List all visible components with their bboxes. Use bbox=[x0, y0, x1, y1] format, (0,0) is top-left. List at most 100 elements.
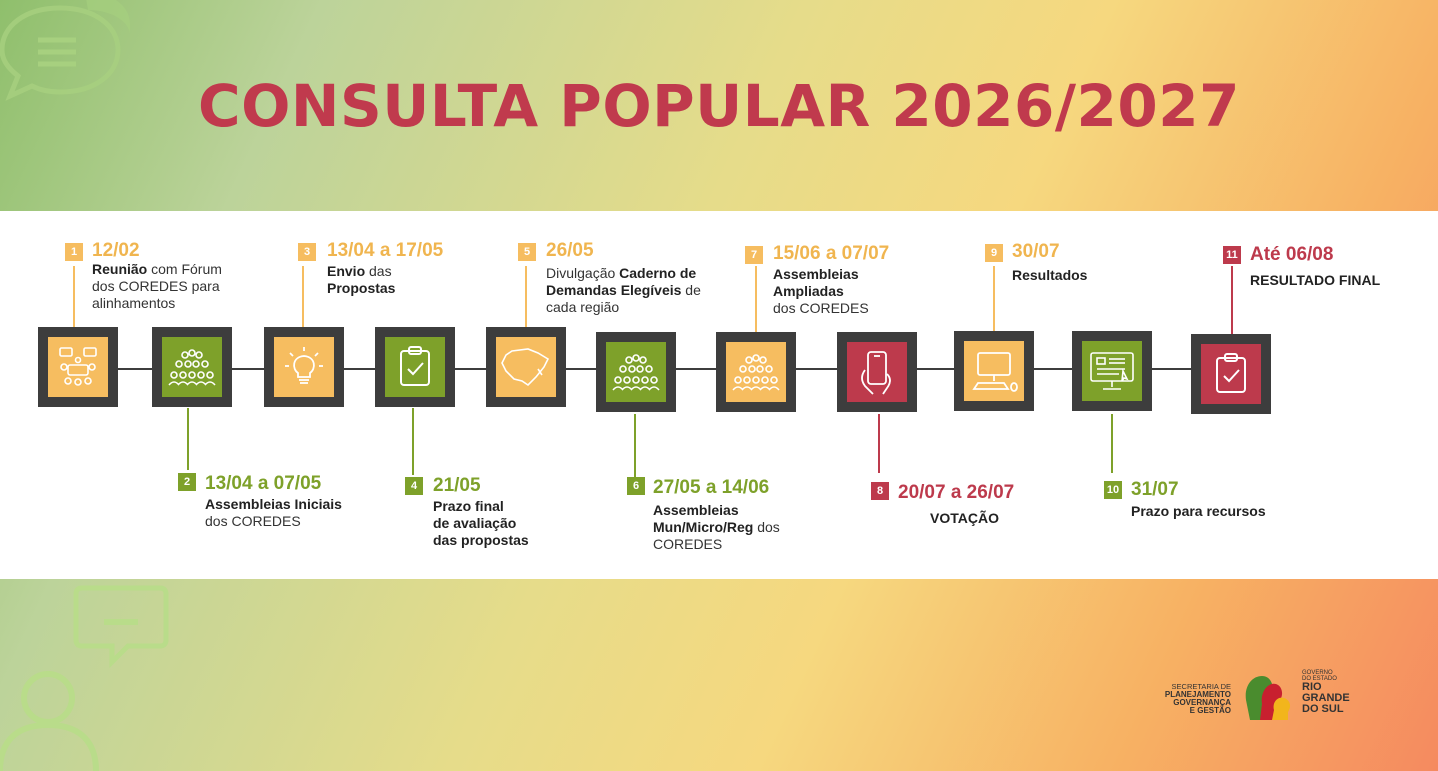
description-line: das propostas bbox=[433, 532, 529, 548]
step-icon-box bbox=[1072, 331, 1152, 411]
step-connector bbox=[1111, 414, 1113, 473]
step-date: 13/04 a 17/05 bbox=[327, 240, 444, 261]
step-icon-box bbox=[38, 327, 118, 407]
logo-line: GOVERNO bbox=[1302, 670, 1333, 676]
step-description: Assembleias Iniciais dos COREDES bbox=[205, 496, 375, 530]
computer-icon bbox=[964, 341, 1024, 401]
step-description: Prazo final de avaliação das propostas bbox=[433, 498, 573, 549]
description-line: alinhamentos bbox=[92, 295, 176, 311]
step-description: Assembleias Mun/Micro/Reg dos COREDES bbox=[653, 502, 823, 553]
step-number: 4 bbox=[405, 477, 423, 495]
logo-line: RIO bbox=[1302, 681, 1322, 693]
step-icon-box bbox=[486, 327, 566, 407]
clipboard-check-icon bbox=[1201, 344, 1261, 404]
description-line: Assembleias bbox=[653, 502, 739, 518]
step-date: 13/04 a 07/05 bbox=[205, 473, 322, 494]
step-connector bbox=[878, 414, 880, 473]
description-line: Prazo final bbox=[433, 498, 504, 514]
step-date: Até 06/08 bbox=[1250, 244, 1334, 265]
step-connector bbox=[1231, 266, 1233, 334]
step-icon-box bbox=[375, 327, 455, 407]
step-icon-box bbox=[596, 332, 676, 412]
step-connector bbox=[755, 266, 757, 332]
description-line: Demandas Elegíveis de bbox=[546, 282, 701, 298]
page-title: CONSULTA POPULAR 2026/2027 bbox=[198, 72, 1240, 140]
description-line: Resultados bbox=[1012, 267, 1088, 283]
logo-line: E GESTÃO bbox=[1189, 706, 1231, 715]
user-chat-icon bbox=[0, 585, 169, 771]
rs-emblem-icon bbox=[1245, 676, 1291, 720]
description-line: Prazo para recursos bbox=[1131, 503, 1266, 519]
step-date: 30/07 bbox=[1012, 241, 1060, 262]
step-number: 7 bbox=[745, 246, 763, 264]
step-icon-box bbox=[837, 332, 917, 412]
step-number: 1 bbox=[65, 243, 83, 261]
step-icon-box bbox=[264, 327, 344, 407]
description-line: Reunião com Fórum bbox=[92, 261, 222, 277]
chat-bubble-icon bbox=[0, 0, 130, 101]
timeline-band: 1 12/02 Reunião com Fórum dos COREDES para a… bbox=[0, 211, 1438, 579]
logo-line: DO SUL bbox=[1302, 703, 1344, 715]
step-icon-box bbox=[1191, 334, 1271, 414]
step-number: 11 bbox=[1223, 246, 1241, 264]
description-line: Assembleias bbox=[773, 266, 859, 282]
step-date: 15/06 a 07/07 bbox=[773, 243, 890, 264]
logo-line: GRANDE bbox=[1302, 692, 1350, 704]
monitor-document-icon bbox=[1082, 341, 1142, 401]
step-icon-box bbox=[152, 327, 232, 407]
step-description: Prazo para recursos bbox=[1131, 503, 1301, 520]
government-logo: SECRETARIA DE PLANEJAMENTO GOVERNANÇA E … bbox=[1150, 666, 1365, 726]
assembly-icon bbox=[726, 342, 786, 402]
step-description: Assembleias Ampliadas dos COREDES bbox=[773, 266, 913, 317]
step-connector bbox=[73, 266, 75, 327]
description-line: Mun/Micro/Reg dos bbox=[653, 519, 780, 535]
step-connector bbox=[187, 408, 189, 470]
step-connector bbox=[525, 266, 527, 327]
step-description: Resultados bbox=[1012, 267, 1132, 284]
step-date: 12/02 bbox=[92, 240, 140, 261]
step-icon-box bbox=[716, 332, 796, 412]
description-line: cada região bbox=[546, 299, 620, 315]
description-line: dos COREDES bbox=[773, 300, 869, 316]
description-line: VOTAÇÃO bbox=[930, 510, 999, 526]
step-connector bbox=[634, 414, 636, 477]
step-number: 8 bbox=[871, 482, 889, 500]
description-line: Assembleias Iniciais bbox=[205, 496, 342, 512]
step-description: Divulgação Caderno de Demandas Elegíveis … bbox=[546, 265, 726, 316]
description-line: dos COREDES bbox=[205, 513, 301, 529]
description-line: Divulgação Caderno de bbox=[546, 265, 697, 281]
step-number: 3 bbox=[298, 243, 316, 261]
step-number: 2 bbox=[178, 473, 196, 491]
step-date: 20/07 a 26/07 bbox=[898, 482, 1015, 503]
description-line: dos COREDES para bbox=[92, 278, 220, 294]
step-number: 5 bbox=[518, 243, 536, 261]
clipboard-check-icon bbox=[385, 337, 445, 397]
logo-line: PLANEJAMENTO bbox=[1164, 690, 1231, 699]
description-line: COREDES bbox=[653, 536, 723, 552]
smartphone-icon bbox=[847, 342, 907, 402]
step-connector bbox=[412, 408, 414, 475]
meeting-icon bbox=[48, 337, 108, 397]
step-number: 10 bbox=[1104, 481, 1122, 499]
step-date: 27/05 a 14/06 bbox=[653, 477, 770, 498]
logo-line: GOVERNANÇA bbox=[1173, 698, 1231, 707]
logo-secretaria-text: SECRETARIA DE PLANEJAMENTO GOVERNANÇA E … bbox=[1165, 683, 1231, 715]
description-line: de avaliação bbox=[433, 515, 517, 531]
step-icon-box bbox=[954, 331, 1034, 411]
step-number: 9 bbox=[985, 244, 1003, 262]
description-line: Ampliadas bbox=[773, 283, 844, 299]
step-description: Envio das Propostas bbox=[327, 263, 497, 297]
step-description: Reunião com Fórum dos COREDES para alinham… bbox=[92, 261, 242, 312]
step-date: 26/05 bbox=[546, 240, 594, 261]
step-connector bbox=[993, 266, 995, 331]
assembly-icon bbox=[606, 342, 666, 402]
description-line: Envio das bbox=[327, 263, 392, 279]
step-description: VOTAÇÃO bbox=[930, 510, 1050, 527]
assembly-icon bbox=[162, 337, 222, 397]
lightbulb-icon bbox=[274, 337, 334, 397]
logo-line: SECRETARIA DE bbox=[1171, 682, 1231, 691]
step-date: 21/05 bbox=[433, 475, 481, 496]
step-date: 31/07 bbox=[1131, 479, 1179, 500]
logo-line: DO ESTADO bbox=[1302, 676, 1337, 682]
description-line: RESULTADO FINAL bbox=[1250, 272, 1381, 288]
